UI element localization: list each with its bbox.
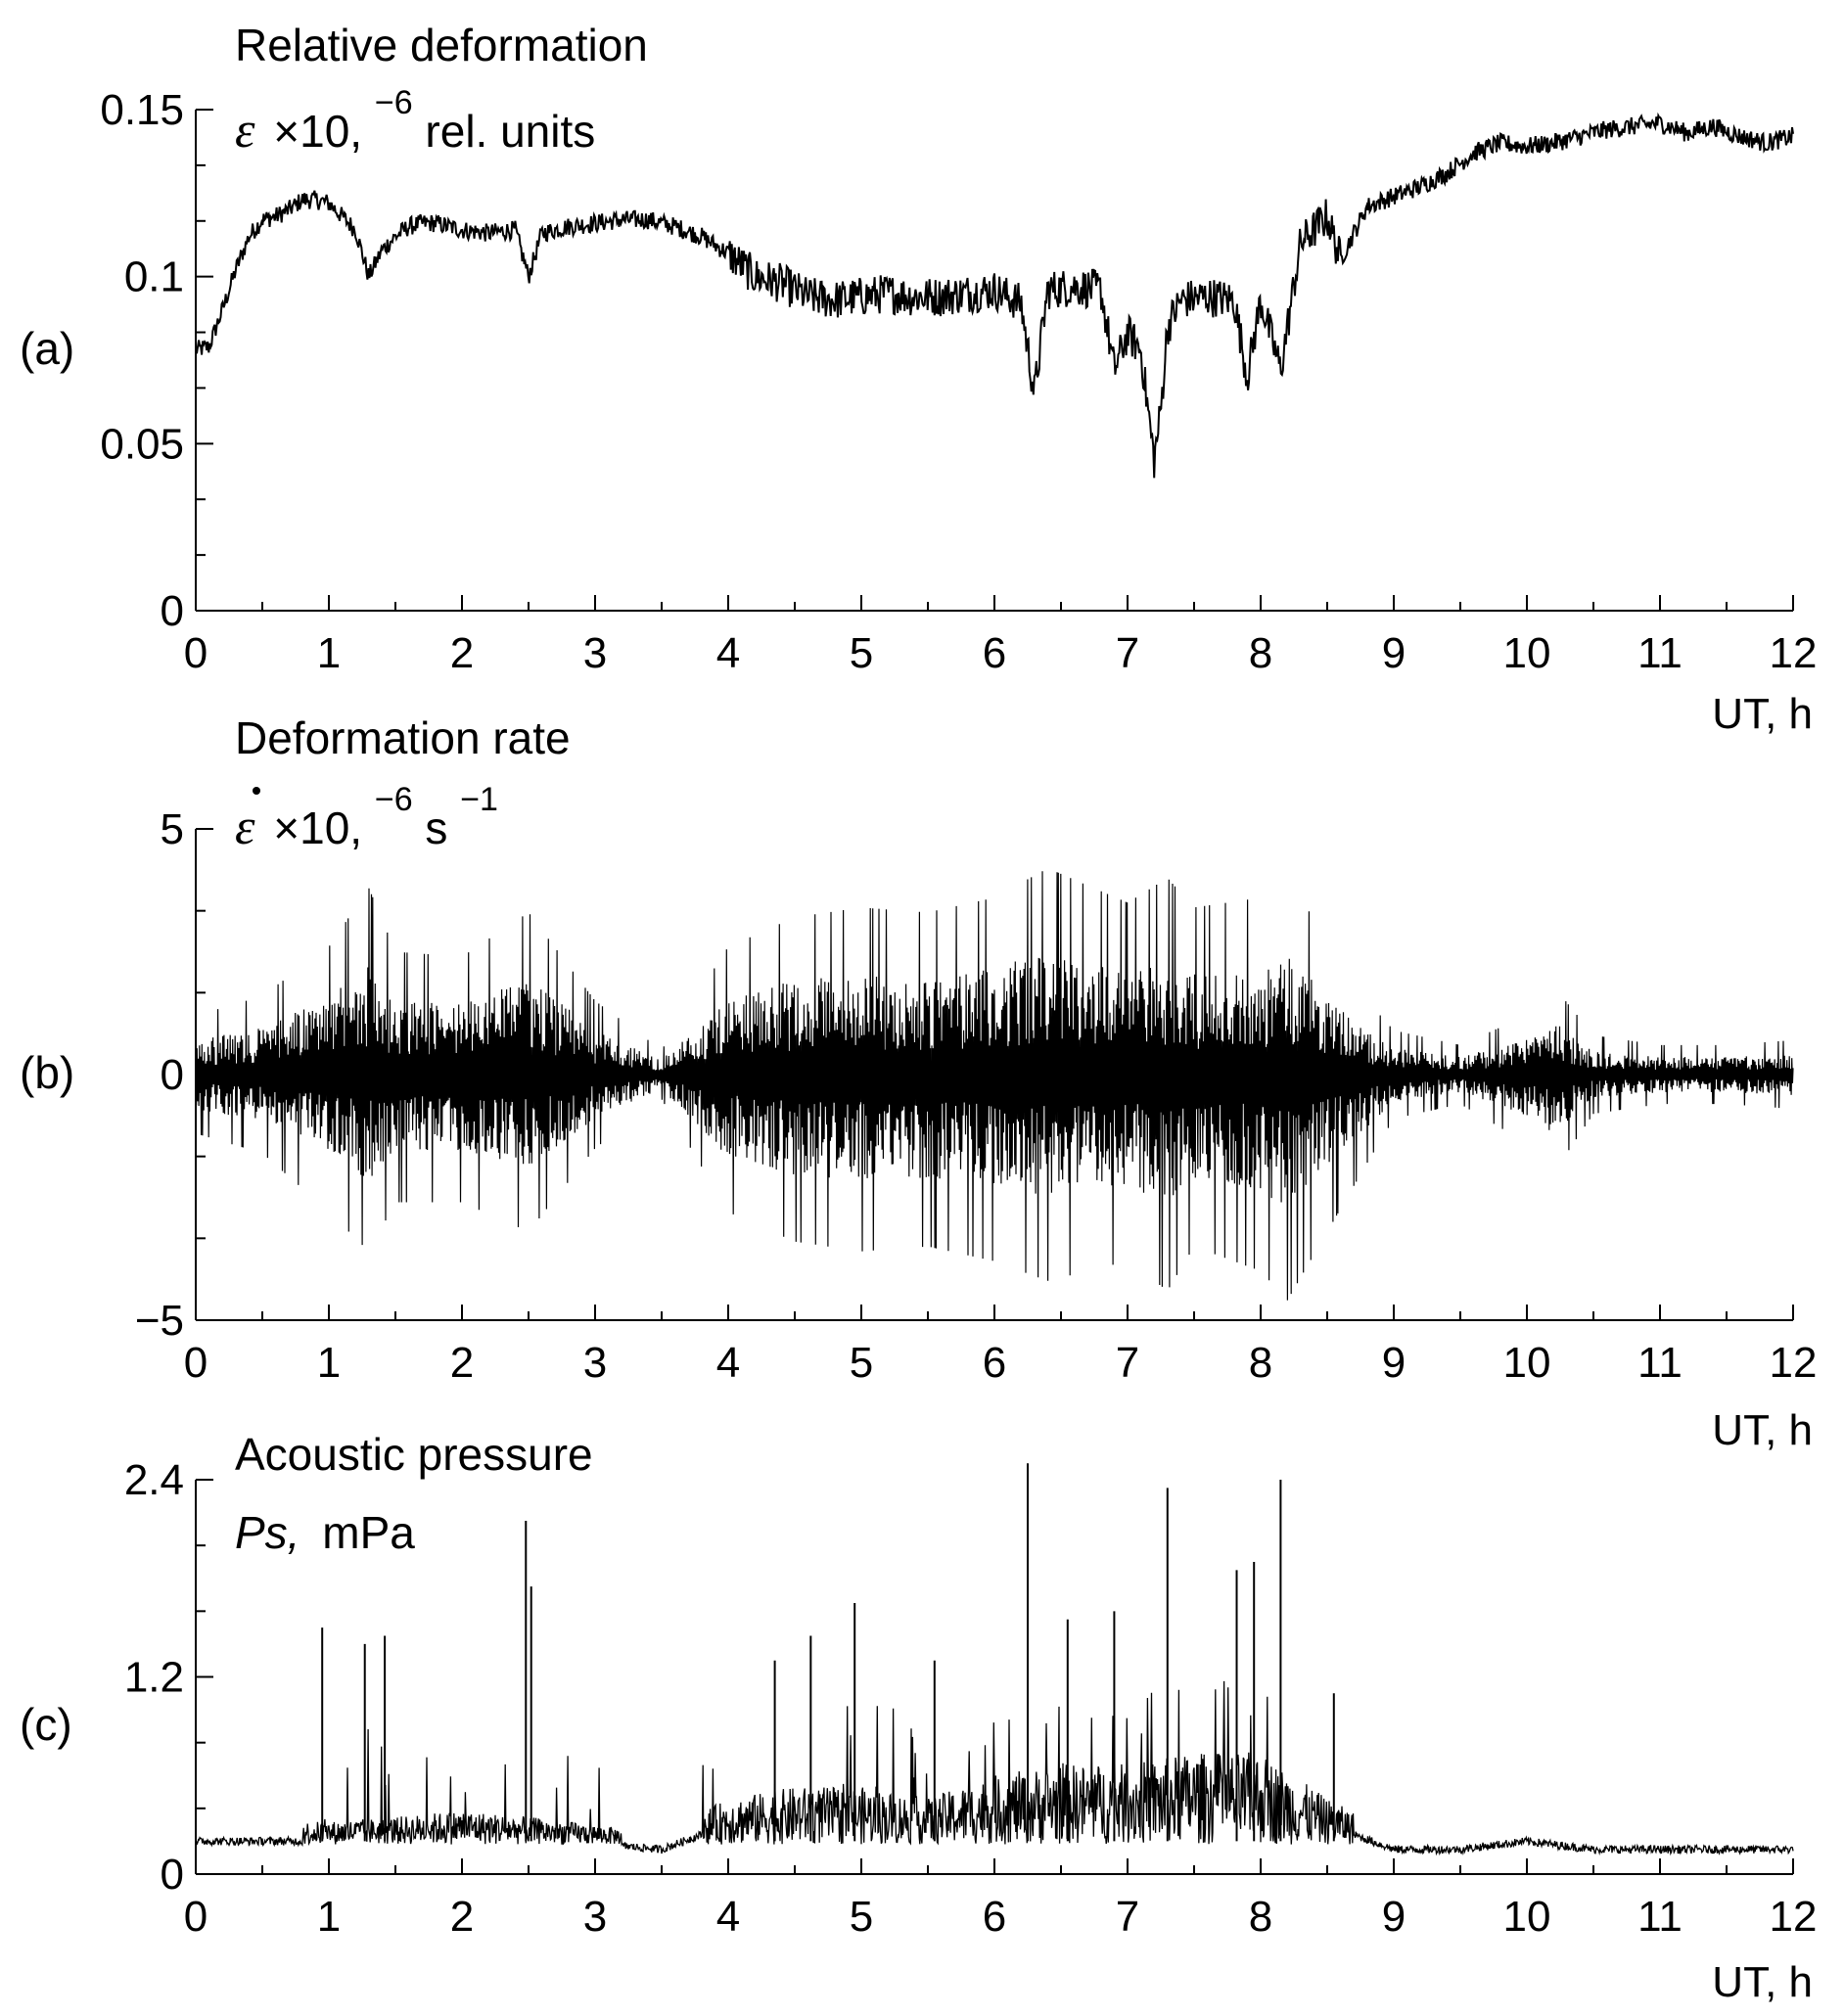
- y-tick-label: 0.05: [100, 420, 184, 468]
- x-tick-label: 11: [1637, 1893, 1683, 1941]
- y-tick-label: 1.2: [124, 1654, 184, 1702]
- x-tick-label: 12: [1770, 629, 1818, 677]
- x-tick-label: 5: [850, 1893, 873, 1941]
- x-tick-label: 2: [450, 1339, 474, 1387]
- x-tick-label: 2: [450, 1893, 474, 1941]
- epsilon-symbol: ε: [235, 103, 255, 159]
- x-tick-label: 11: [1637, 629, 1683, 677]
- panel-c-title: Acoustic pressure: [235, 1429, 593, 1480]
- y-tick-label: 2.4: [124, 1456, 184, 1504]
- x-tick-label: 8: [1249, 629, 1272, 677]
- x-tick-label: 0: [184, 1339, 207, 1387]
- panel-b-unit: ε ×10, −6 s −1: [235, 769, 498, 855]
- x-tick-label: 10: [1503, 629, 1551, 677]
- x-tick-label: 4: [716, 1893, 740, 1941]
- x-tick-label: 12: [1770, 1339, 1818, 1387]
- x-tick-label: 3: [583, 1893, 607, 1941]
- x-tick-label: 6: [983, 629, 1006, 677]
- x-tick-label: 7: [1116, 1339, 1139, 1387]
- x-tick-label: 6: [983, 1893, 1006, 1941]
- panel-c-label: (c): [20, 1699, 72, 1750]
- y-tick-label: 0.1: [124, 253, 184, 301]
- x-tick-label: 5: [850, 1339, 873, 1387]
- panel-c-xlabel: UT, h: [1712, 1958, 1813, 2006]
- panel-a-title: Relative deformation: [235, 20, 648, 70]
- x-tick-label: 9: [1382, 629, 1406, 677]
- axes-b: 0 1 2 3 4 5 6 7 8 9 10 11 12−505: [135, 805, 1818, 1387]
- x-tick-label: 9: [1382, 1893, 1406, 1941]
- epsilon-dot-mark: [253, 787, 260, 795]
- x-tick-label: 12: [1770, 1893, 1818, 1941]
- series-line-relative-deformation: [195, 112, 1794, 479]
- panel-b-xlabel: UT, h: [1712, 1406, 1813, 1454]
- x-tick-label: 0: [184, 629, 207, 677]
- x-tick-label: 9: [1382, 1339, 1406, 1387]
- y-tick-label: 5: [161, 805, 184, 853]
- y-tick-label: 0: [161, 587, 184, 635]
- y-tick-label: 0: [161, 1851, 184, 1899]
- epsilon-dot-symbol: ε: [235, 800, 255, 855]
- panel-b-title: Deformation rate: [235, 712, 571, 763]
- y-tick-label: −5: [135, 1297, 184, 1345]
- panel-deformation-rate: Deformation rate ε ×10, −6 s −1 (b) UT, …: [20, 712, 1817, 1454]
- x-tick-label: 10: [1503, 1339, 1551, 1387]
- x-tick-label: 6: [983, 1339, 1006, 1387]
- y-tick-label: 0.15: [100, 86, 184, 134]
- series-line-acoustic-pressure: [195, 1680, 1794, 1856]
- x-tick-label: 10: [1503, 1893, 1551, 1941]
- panel-a-xlabel: UT, h: [1712, 690, 1813, 738]
- x-tick-label: 7: [1116, 1893, 1139, 1941]
- series-line-deformation-rate: [195, 871, 1794, 1301]
- x-tick-label: 4: [716, 1339, 740, 1387]
- x-tick-label: 0: [184, 1893, 207, 1941]
- x-tick-label: 8: [1249, 1893, 1272, 1941]
- x-tick-label: 3: [583, 629, 607, 677]
- x-tick-label: 5: [850, 629, 873, 677]
- panel-c-unit: Ps, mPa: [235, 1507, 415, 1558]
- x-tick-label: 1: [317, 629, 341, 677]
- x-tick-label: 1: [317, 1893, 341, 1941]
- panel-b-label: (b): [20, 1047, 74, 1098]
- x-tick-label: 7: [1116, 629, 1139, 677]
- x-tick-label: 8: [1249, 1339, 1272, 1387]
- x-tick-label: 4: [716, 629, 740, 677]
- y-tick-label: 0: [161, 1051, 184, 1099]
- x-tick-label: 1: [317, 1339, 341, 1387]
- x-tick-label: 2: [450, 629, 474, 677]
- panel-a-label: (a): [20, 323, 74, 374]
- panel-a-unit: ε ×10, −6 rel. units: [235, 72, 595, 159]
- x-tick-label: 3: [583, 1339, 607, 1387]
- x-tick-label: 11: [1637, 1339, 1683, 1387]
- panel-relative-deformation: Relative deformation ε ×10, −6 rel. unit…: [20, 20, 1817, 738]
